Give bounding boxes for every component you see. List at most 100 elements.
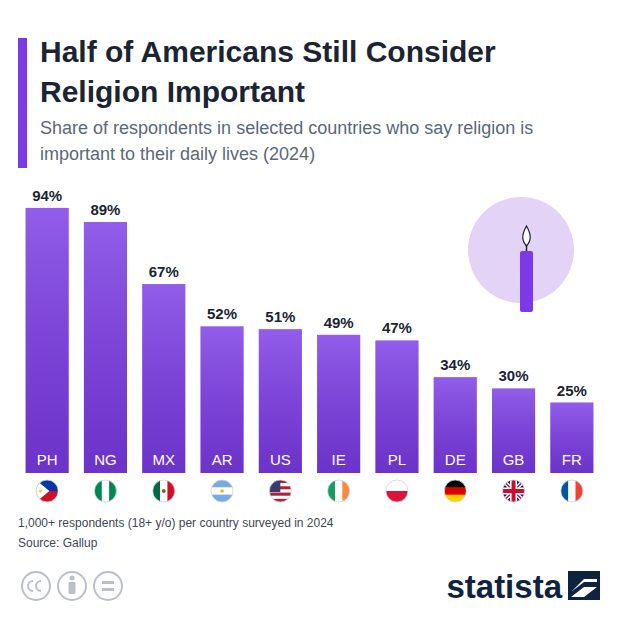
license-icon: [22, 572, 50, 600]
flag-part: [561, 480, 569, 502]
license-icon: [28, 581, 41, 591]
category-label: IE: [332, 451, 346, 468]
flag-ring: [328, 480, 350, 502]
text-line: Half of Americans Still Consider: [40, 35, 496, 68]
flag: [503, 480, 525, 502]
value-label: 49%: [324, 314, 354, 331]
bar-shade: [26, 208, 69, 473]
labels: 94%PH89%NG67%MX52%AR51%US49%IE47%PL34%DE…: [32, 187, 587, 468]
value-label: 34%: [440, 356, 470, 373]
flag-part: [328, 480, 336, 502]
source: Source: Gallup: [18, 536, 98, 550]
title: Half of Americans Still Consider Religion…: [40, 35, 496, 108]
category-label: AR: [212, 451, 233, 468]
category-label: PL: [388, 451, 406, 468]
category-label: FR: [562, 451, 582, 468]
value-label: 52%: [207, 305, 237, 322]
flag-part: [211, 480, 233, 488]
flag-part: [386, 480, 408, 492]
flag-ring: [386, 480, 408, 502]
bar-shade: [142, 284, 185, 473]
note: 1,000+ respondents (18+ y/o) per country…: [18, 516, 334, 530]
bar-shade: [259, 329, 302, 473]
flag-part: [444, 487, 466, 495]
category-label: US: [270, 451, 291, 468]
text-line: Religion Important: [40, 75, 305, 108]
bar: [84, 222, 127, 473]
bar: [434, 377, 477, 473]
bar: [26, 208, 69, 473]
text-line: Share of respondents in selected countri…: [40, 118, 533, 138]
flag-part: [386, 491, 408, 503]
flag: [153, 480, 176, 502]
license-icon: [102, 581, 114, 584]
flag-ring: [94, 480, 116, 502]
value-label: 47%: [382, 319, 412, 336]
text-line: important to their daily lives (2024): [40, 144, 315, 164]
bar-shade: [492, 388, 535, 473]
category-label: MX: [153, 451, 176, 468]
flag: [36, 480, 58, 502]
flag-part: [503, 480, 525, 502]
chart-svg: Half of Americans Still Consider Religion…: [0, 0, 620, 620]
bar: [375, 340, 418, 473]
license-icon: [102, 588, 114, 591]
flag-part: [94, 480, 102, 502]
bar-shade: [317, 335, 360, 473]
flag-ring: [36, 480, 58, 502]
subtitle: Share of respondents in selected countri…: [40, 118, 533, 164]
flag: [444, 480, 466, 503]
value-label: 25%: [557, 382, 587, 399]
icon-candle: [520, 251, 533, 312]
bar: [550, 403, 593, 474]
icon-flame: [523, 226, 531, 246]
flag-ring: [444, 480, 466, 502]
flag-part: [102, 480, 110, 502]
bar: [200, 326, 243, 473]
bar-shade: [550, 403, 593, 474]
brand-icon: [571, 579, 597, 597]
bars: [26, 208, 594, 473]
license-icon: [58, 572, 86, 600]
flag-ring: [561, 480, 583, 502]
flag-part: [503, 480, 525, 502]
flag: [211, 480, 233, 503]
flag: [94, 480, 117, 502]
flag-part: [160, 480, 168, 502]
flag-ring: [269, 480, 291, 502]
flag: [386, 480, 408, 503]
bar-shade: [84, 222, 127, 473]
value-label: 94%: [32, 187, 62, 204]
license-icon: [70, 576, 75, 581]
value-label: 89%: [90, 201, 120, 218]
category-label: GB: [503, 451, 525, 468]
flag: [561, 480, 584, 502]
flag-part: [36, 480, 49, 502]
bar: [259, 329, 302, 473]
bar: [317, 335, 360, 473]
bar: [492, 388, 535, 473]
flag-part: [220, 489, 224, 493]
license-icon: [94, 572, 122, 600]
flag-ring: [503, 480, 525, 502]
flag-part: [211, 487, 233, 495]
flag: [328, 480, 351, 502]
flag-part: [444, 480, 466, 488]
license-icon: [69, 582, 76, 594]
accent-bar: [18, 38, 27, 168]
category-label: NG: [94, 451, 117, 468]
flag-ring: [153, 480, 175, 502]
bar-shade: [375, 340, 418, 473]
value-label: 51%: [265, 308, 295, 325]
flag-part: [503, 489, 525, 493]
bar: [142, 284, 185, 473]
flag-part: [568, 480, 576, 502]
value-label: 67%: [149, 263, 179, 280]
flag-part: [39, 489, 42, 492]
brand-icon: [568, 571, 600, 600]
bar-shade: [434, 377, 477, 473]
category-label: PH: [37, 451, 58, 468]
flag-part: [269, 493, 291, 496]
brand: statista: [446, 568, 562, 605]
flag-part: [335, 480, 343, 502]
